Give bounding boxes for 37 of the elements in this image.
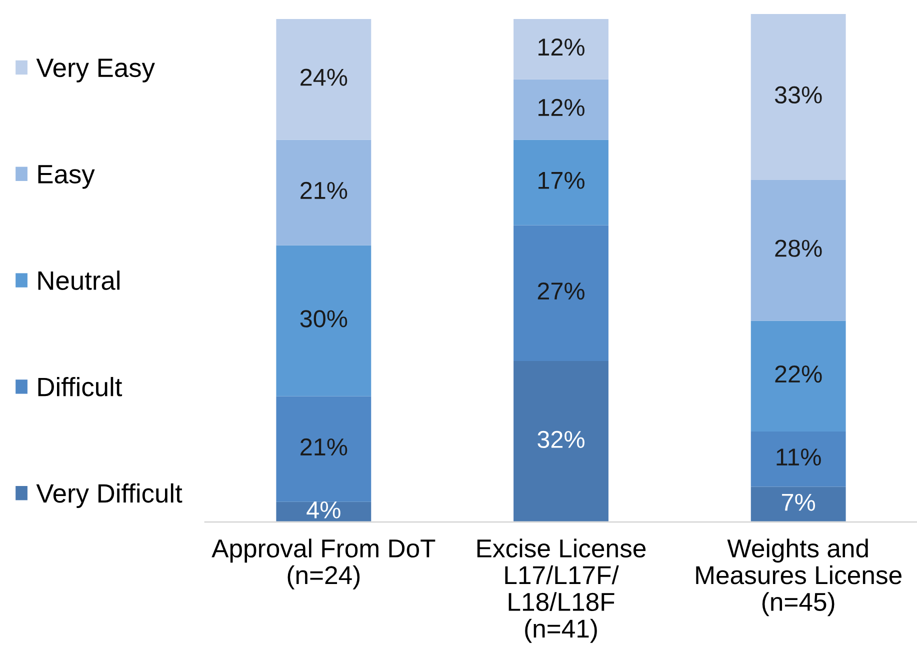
data-label: 22% xyxy=(775,365,822,383)
data-label: 7% xyxy=(782,494,816,511)
data-label: 27% xyxy=(538,282,584,300)
bar xyxy=(750,180,846,321)
data-label: 4% xyxy=(306,501,340,518)
bar xyxy=(514,225,608,362)
data-label: 30% xyxy=(300,310,348,328)
bar xyxy=(276,140,372,246)
bar xyxy=(514,19,608,80)
legend-label: Very Easy xyxy=(36,58,155,82)
data-label: 21% xyxy=(300,182,348,199)
legend-label: Very Difficult xyxy=(36,483,182,508)
legend-label: Difficult xyxy=(38,376,122,396)
bar xyxy=(514,140,608,226)
x-tick-label: Weights and Measures License (n=45) xyxy=(696,538,902,616)
data-label: 24% xyxy=(300,68,348,86)
data-label: 12% xyxy=(538,38,584,56)
bar xyxy=(514,361,608,522)
x-tick-label: Approval From DoT (n=24) xyxy=(212,538,436,590)
bar xyxy=(750,14,846,180)
x-tick-label: Excise License L17/L17F/ L18/L18F (n=41) xyxy=(477,538,646,643)
data-label: 32% xyxy=(538,430,584,448)
data-label: 33% xyxy=(774,86,822,104)
data-label: 12% xyxy=(538,98,584,116)
data-label: 11% xyxy=(776,448,821,466)
data-label: 21% xyxy=(300,438,348,456)
bar xyxy=(276,396,372,502)
legend-label: Neutral xyxy=(38,270,120,290)
bar xyxy=(750,320,846,432)
data-label: 17% xyxy=(538,172,584,189)
bar xyxy=(276,245,372,396)
legend-label: Easy xyxy=(38,165,95,189)
bar xyxy=(514,79,608,140)
bar xyxy=(750,486,846,522)
data-label: 28% xyxy=(775,240,822,257)
bar xyxy=(750,431,846,487)
bar xyxy=(276,19,372,140)
